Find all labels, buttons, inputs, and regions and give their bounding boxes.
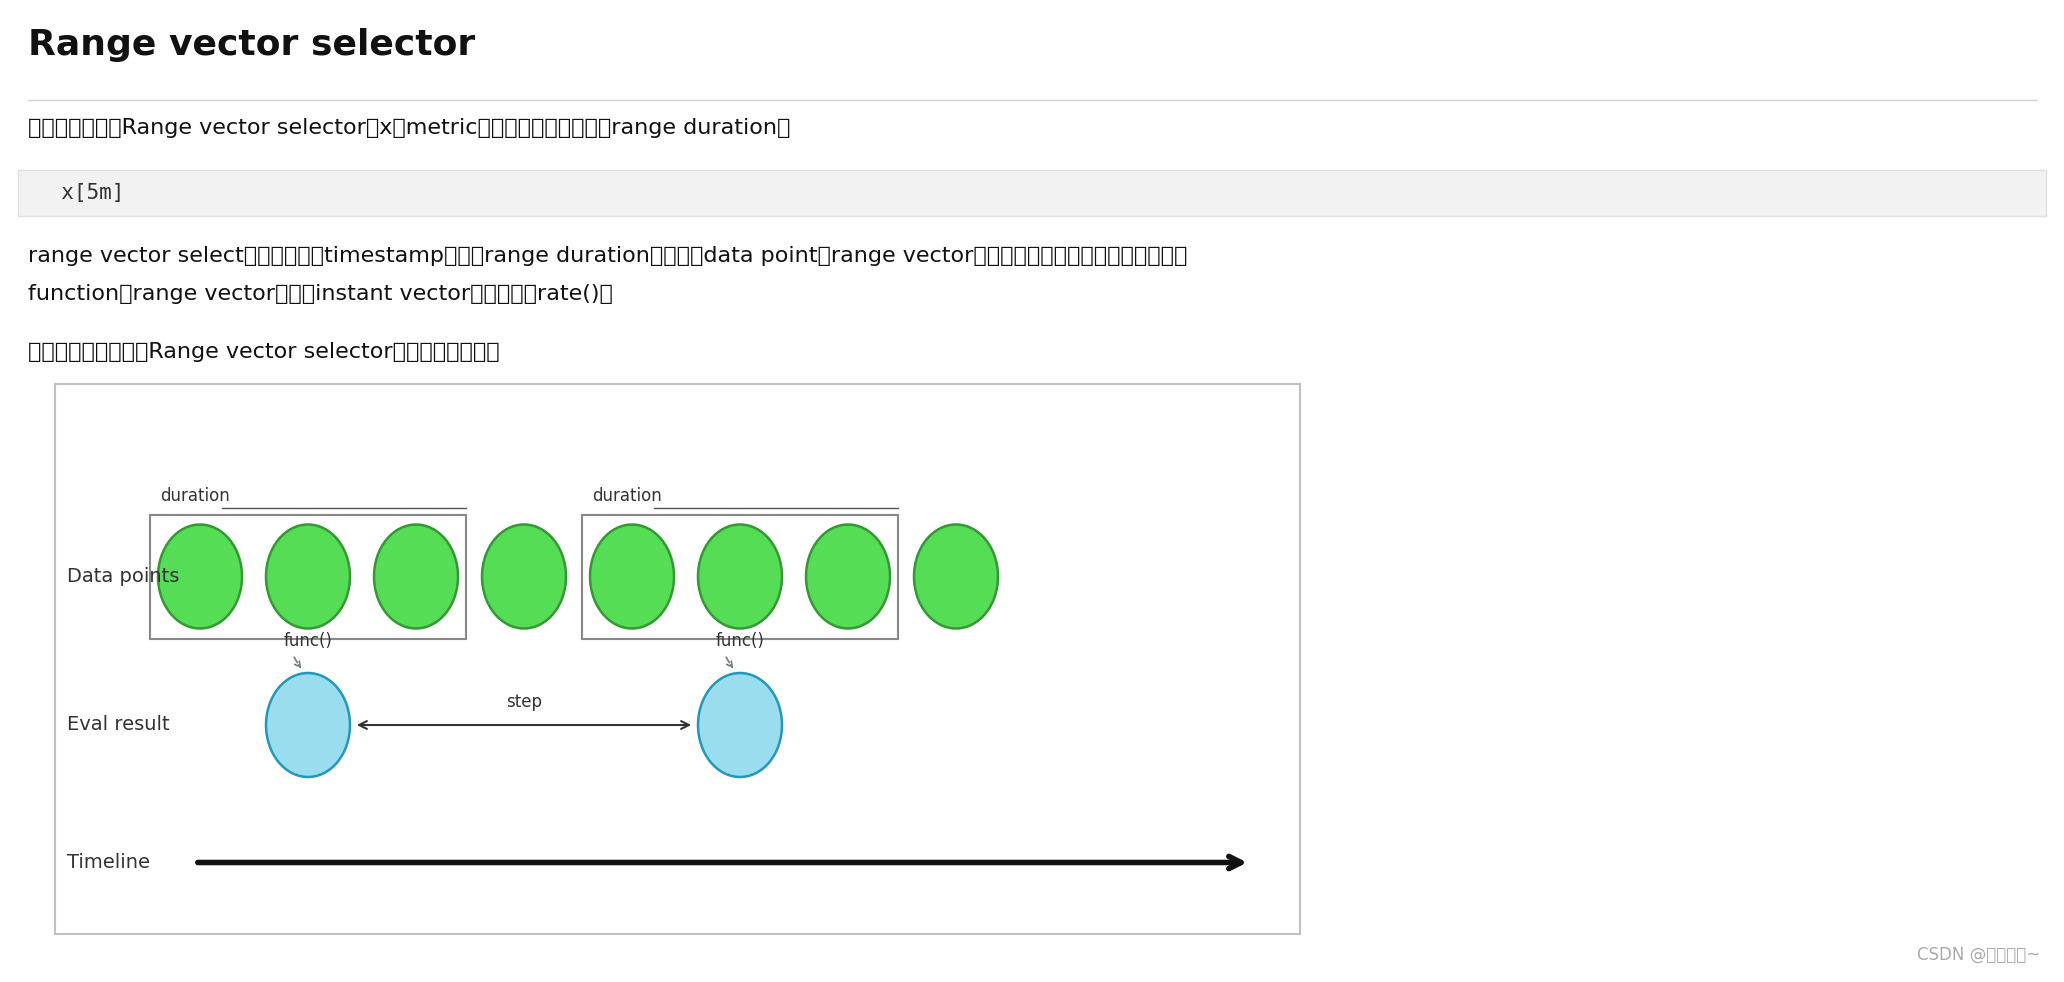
Text: Range vector selector: Range vector selector bbox=[29, 28, 475, 62]
FancyBboxPatch shape bbox=[56, 384, 1300, 934]
FancyBboxPatch shape bbox=[19, 170, 2045, 216]
Text: Data points: Data points bbox=[66, 567, 180, 586]
Text: range vector select返回的是当前timestamp之前的range duration内的所有data point。range vector是不: range vector select返回的是当前timestamp之前的ran… bbox=[29, 246, 1187, 266]
Text: x[5m]: x[5m] bbox=[35, 183, 124, 203]
Text: duration: duration bbox=[161, 486, 229, 505]
Ellipse shape bbox=[266, 673, 351, 777]
Text: CSDN @快乐学习~: CSDN @快乐学习~ bbox=[1917, 946, 2039, 964]
Text: func(): func() bbox=[716, 631, 764, 650]
Ellipse shape bbox=[483, 524, 566, 628]
Text: Timeline: Timeline bbox=[66, 853, 151, 872]
Ellipse shape bbox=[590, 524, 675, 628]
Ellipse shape bbox=[914, 524, 999, 628]
Ellipse shape bbox=[698, 673, 782, 777]
Text: duration: duration bbox=[592, 486, 663, 505]
Text: 下图解释了是如何对Range vector selector进行分段求值的：: 下图解释了是如何对Range vector selector进行分段求值的： bbox=[29, 342, 499, 362]
Ellipse shape bbox=[698, 524, 782, 628]
Text: step: step bbox=[506, 693, 543, 711]
Ellipse shape bbox=[374, 524, 458, 628]
Text: func(): func() bbox=[283, 631, 332, 650]
Ellipse shape bbox=[807, 524, 890, 628]
Text: 形如下面的就是Range vector selector，x是metric的名字，方括号里的是range duration。: 形如下面的就是Range vector selector，x是metric的名字… bbox=[29, 118, 791, 138]
Text: function把range vector转换成instant vector才行，比如rate()。: function把range vector转换成instant vector才行… bbox=[29, 284, 613, 304]
Ellipse shape bbox=[266, 524, 351, 628]
Ellipse shape bbox=[159, 524, 241, 628]
Text: Eval result: Eval result bbox=[66, 716, 169, 735]
